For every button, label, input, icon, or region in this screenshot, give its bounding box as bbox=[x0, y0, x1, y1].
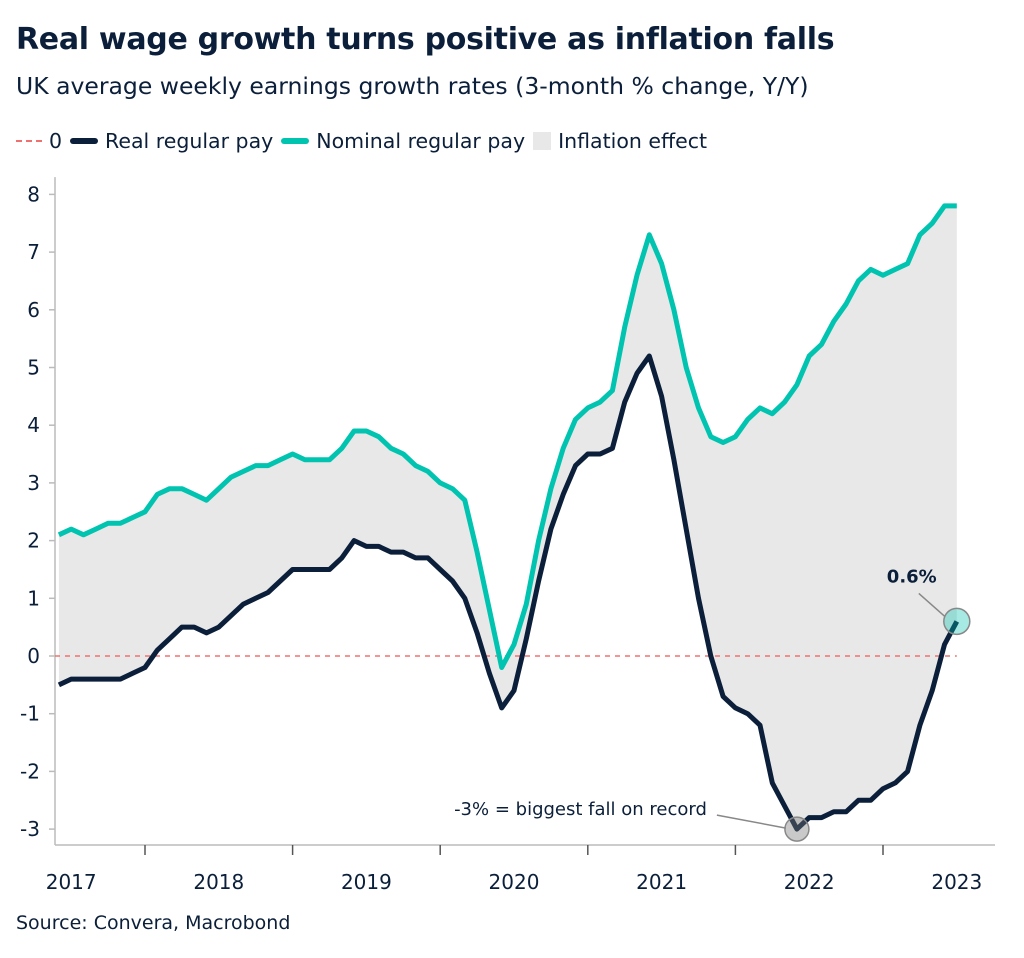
y-tick-label: 5 bbox=[27, 356, 40, 380]
y-tick-label: 0 bbox=[27, 644, 40, 668]
annotation-latest-value: 0.6% bbox=[887, 566, 937, 587]
legend-item-real: Real regular pay bbox=[70, 129, 273, 153]
legend-label: 0 bbox=[49, 129, 63, 153]
y-tick-label: 6 bbox=[27, 298, 40, 322]
y-tick-label: -3 bbox=[20, 817, 40, 841]
record-fall-marker bbox=[784, 816, 810, 842]
x-tick-label: 2022 bbox=[784, 870, 835, 894]
x-tick-label: 2017 bbox=[46, 870, 97, 894]
y-tick-label: 4 bbox=[27, 413, 40, 437]
y-tick-label: -1 bbox=[20, 702, 40, 726]
legend-label: Inflation effect bbox=[558, 129, 708, 153]
legend-swatch-inflation bbox=[533, 132, 552, 150]
x-tick-label: 2019 bbox=[341, 870, 392, 894]
source-note: Source: Convera, Macrobond bbox=[16, 912, 291, 934]
y-tick-label: -2 bbox=[20, 759, 40, 783]
annotation-record-fall: -3% = biggest fall on record bbox=[454, 799, 707, 820]
legend-item-nominal: Nominal regular pay bbox=[281, 129, 525, 153]
y-tick-label: 2 bbox=[27, 529, 40, 553]
legend: 0 Real regular pay Nominal regular pay I… bbox=[16, 129, 715, 153]
inflation-effect-area bbox=[58, 205, 957, 830]
x-tick-label: 2021 bbox=[636, 870, 687, 894]
legend-swatch-nominal bbox=[281, 138, 310, 144]
annotation-leader-record bbox=[716, 814, 787, 829]
annotation-leader-latest bbox=[918, 592, 946, 617]
legend-item-zero: 0 bbox=[16, 129, 62, 153]
chart-title: Real wage growth turns positive as infla… bbox=[16, 22, 835, 57]
nominal-regular-pay-line bbox=[57, 203, 957, 670]
y-tick-label: 7 bbox=[27, 240, 40, 264]
legend-item-inflation: Inflation effect bbox=[533, 129, 707, 153]
y-tick-label: 3 bbox=[27, 471, 40, 495]
latest-value-marker bbox=[943, 607, 971, 636]
real-regular-pay-line bbox=[57, 353, 960, 832]
chart-subtitle: UK average weekly earnings growth rates … bbox=[16, 72, 809, 100]
legend-swatch-real bbox=[70, 138, 99, 144]
legend-swatch-zero bbox=[16, 140, 42, 142]
y-tick-label: 8 bbox=[27, 182, 40, 206]
legend-label: Nominal regular pay bbox=[316, 129, 526, 153]
x-tick-label: 2018 bbox=[193, 870, 244, 894]
x-tick-label: 2020 bbox=[489, 870, 540, 894]
x-tick-label: 2023 bbox=[931, 870, 982, 894]
y-tick-label: 1 bbox=[27, 586, 40, 610]
legend-label: Real regular pay bbox=[105, 129, 274, 153]
